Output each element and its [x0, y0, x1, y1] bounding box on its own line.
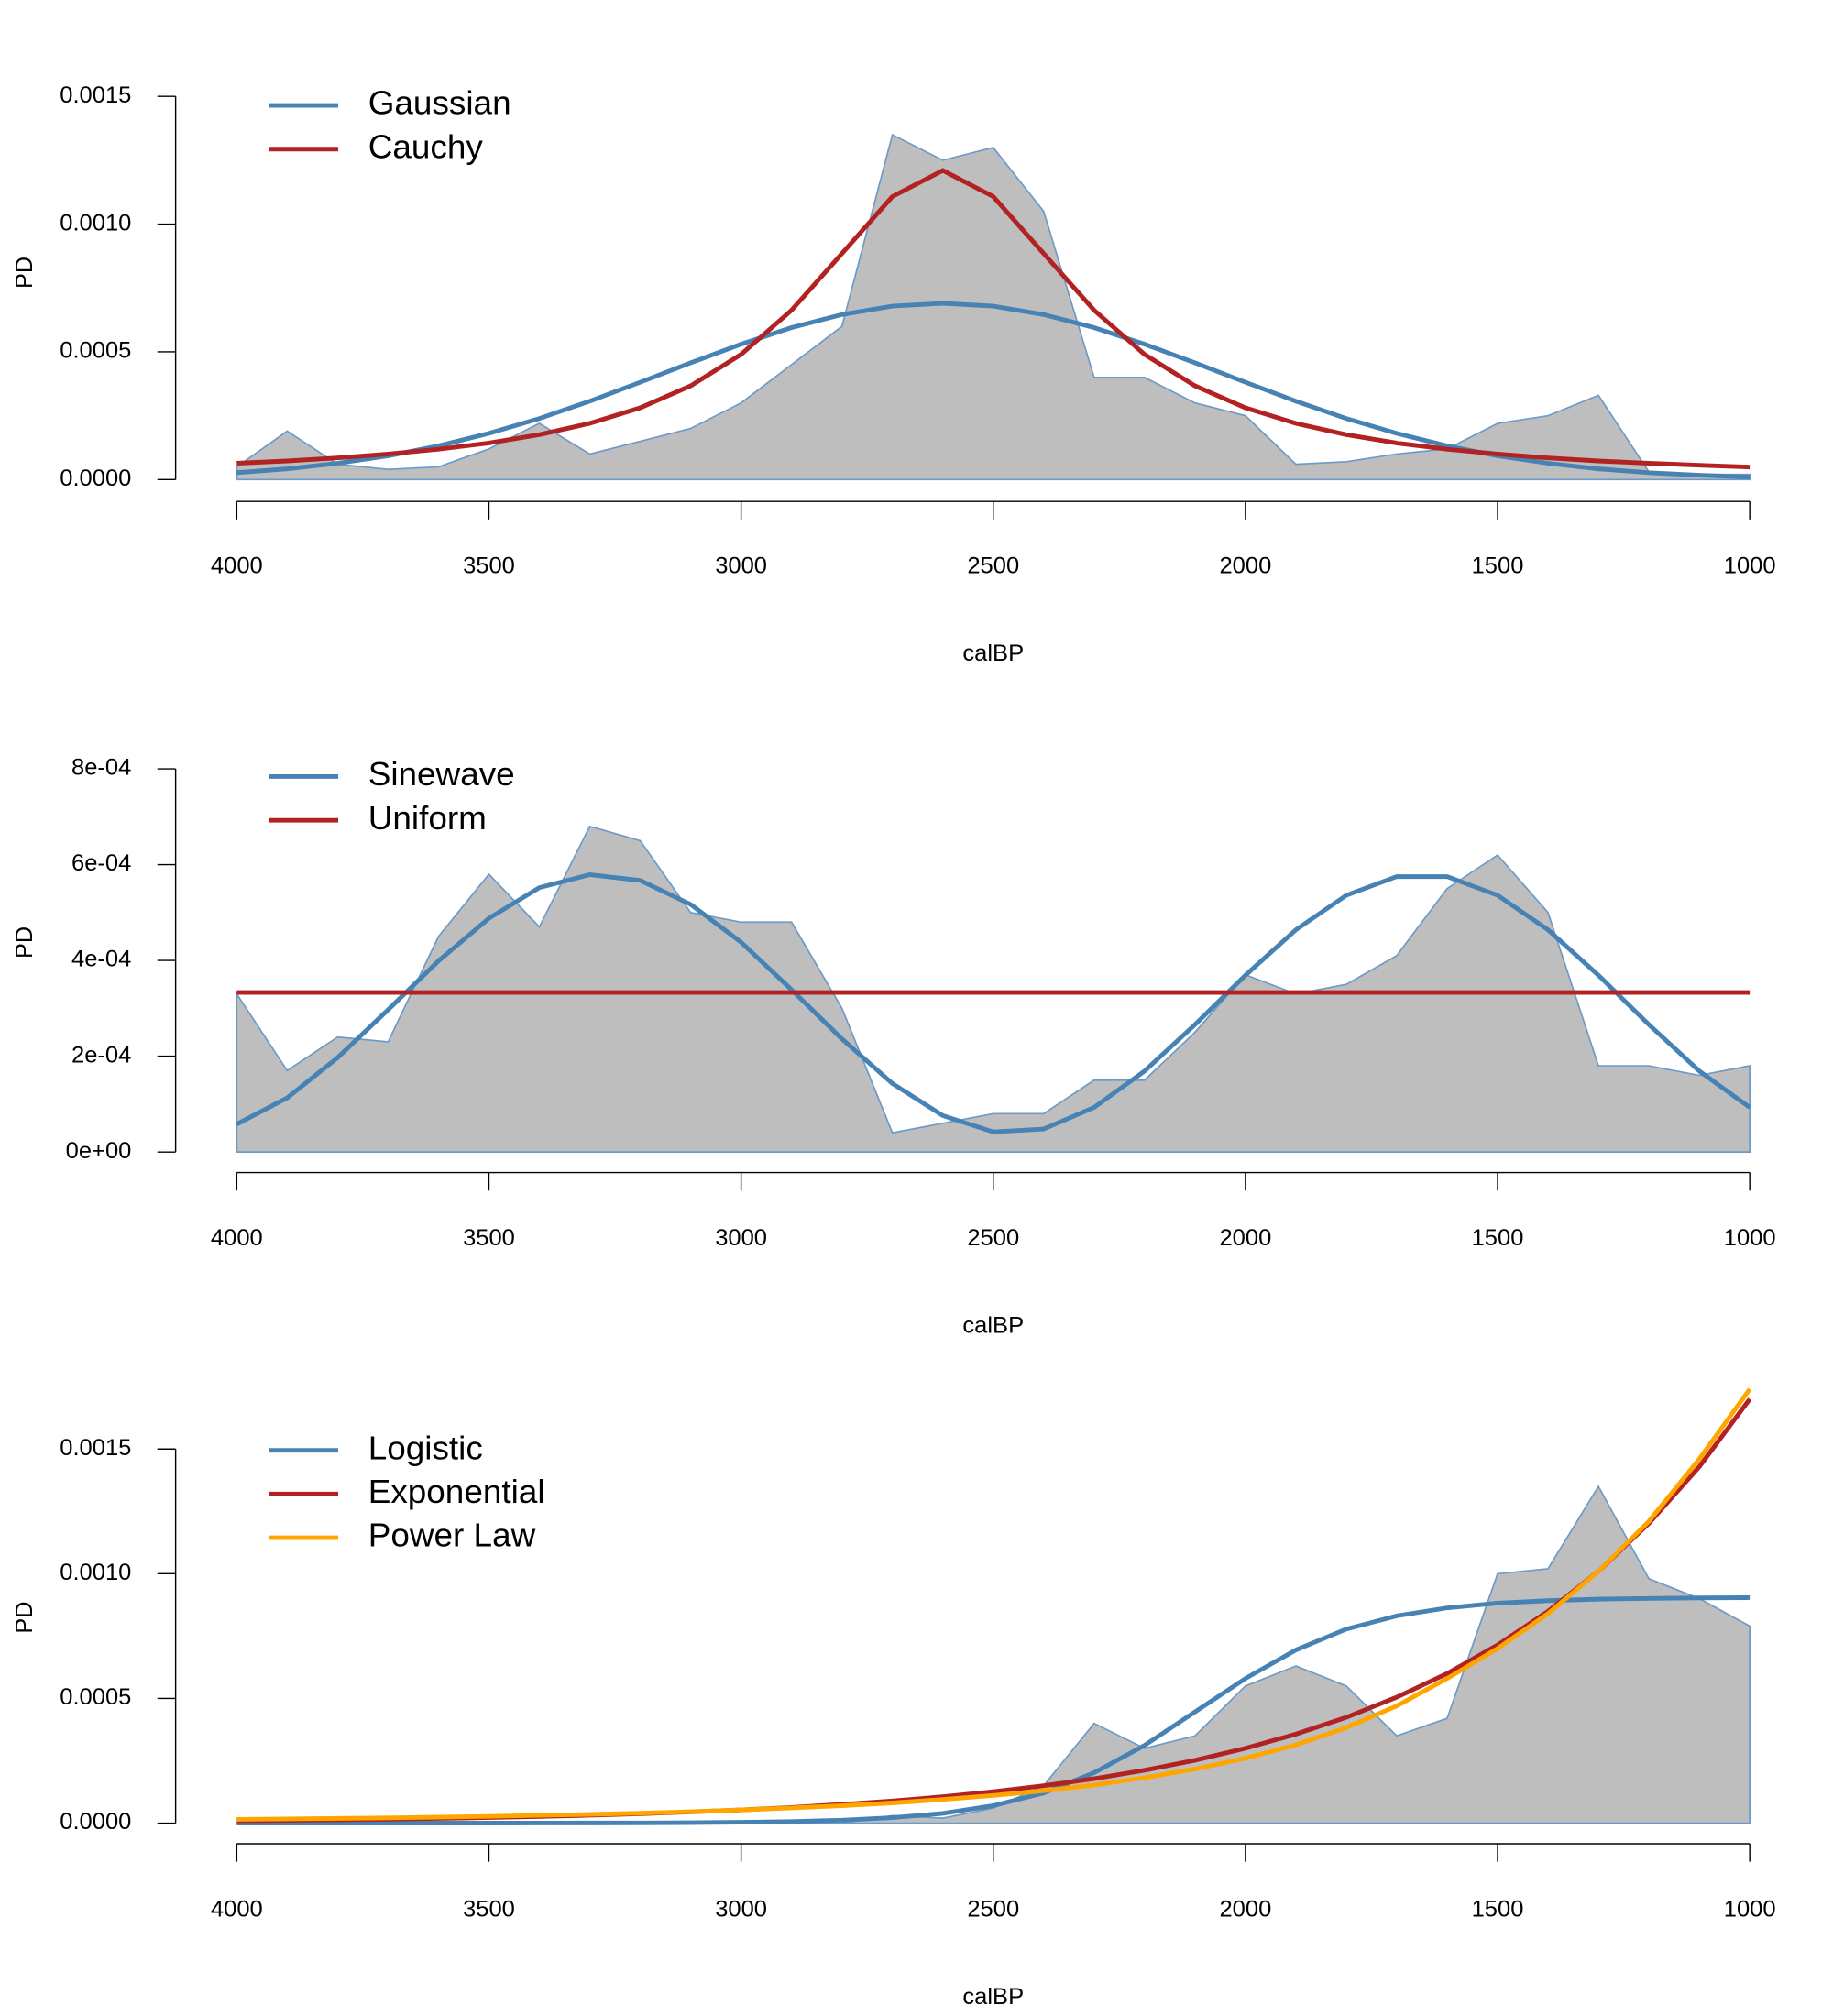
legend-label: Uniform: [368, 799, 487, 837]
model-line: [236, 1387, 1752, 1822]
x-tick-label: 3500: [463, 553, 515, 579]
y-tick-label: 8e-04: [71, 755, 131, 781]
y-tick-label: 0.0010: [60, 210, 131, 236]
x-axis-label: calBP: [962, 1313, 1024, 1339]
model-line: [236, 168, 1751, 470]
y-tick-label: 6e-04: [71, 850, 131, 876]
x-tick-label: 4000: [211, 553, 263, 579]
x-tick-label: 3000: [715, 1897, 767, 1923]
y-axis-label: PD: [12, 926, 38, 959]
x-tick-label: 4000: [211, 1897, 263, 1923]
x-tick-label: 2500: [967, 1897, 1019, 1923]
x-tick-label: 1500: [1472, 1897, 1524, 1923]
y-tick-label: 0.0010: [60, 1560, 131, 1585]
x-tick-label: 2000: [1219, 1897, 1271, 1923]
x-axis-label: calBP: [962, 1984, 1024, 2010]
x-tick-label: 2000: [1219, 1225, 1271, 1251]
y-tick-label: 0.0015: [60, 82, 131, 108]
y-tick-label: 4e-04: [71, 947, 131, 972]
x-tick-label: 4000: [211, 1225, 263, 1251]
model-line: [236, 872, 1751, 1134]
x-tick-label: 1500: [1472, 1225, 1524, 1251]
x-axis-label: calBP: [962, 641, 1024, 666]
y-tick-label: 0.0005: [60, 1684, 131, 1710]
x-tick-label: 3000: [715, 1225, 767, 1251]
x-tick-label: 1000: [1724, 1225, 1776, 1251]
y-axis-label: PD: [12, 257, 38, 289]
x-tick-label: 3000: [715, 553, 767, 579]
y-tick-label: 0e+00: [66, 1138, 132, 1164]
y-tick-label: 0.0000: [60, 466, 131, 491]
legend-label: Exponential: [368, 1473, 545, 1510]
legend-label: Logistic: [368, 1429, 483, 1466]
y-tick-label: 2e-04: [71, 1042, 131, 1068]
legend-label: Power Law: [368, 1517, 536, 1554]
y-tick-label: 0.0000: [60, 1809, 131, 1835]
x-tick-label: 2500: [967, 1225, 1019, 1251]
legend-label: Gaussian: [368, 84, 511, 122]
model-line: [236, 1595, 1751, 1825]
x-tick-label: 1500: [1472, 553, 1524, 579]
x-tick-label: 1000: [1724, 1897, 1776, 1923]
x-tick-label: 2500: [967, 553, 1019, 579]
legend-label: Sinewave: [368, 755, 515, 793]
x-tick-label: 2000: [1219, 553, 1271, 579]
y-tick-label: 0.0015: [60, 1435, 131, 1461]
x-tick-label: 3500: [463, 1225, 515, 1251]
y-tick-label: 0.0005: [60, 338, 131, 364]
spd-area: [236, 825, 1751, 1153]
x-tick-label: 1000: [1724, 553, 1776, 579]
y-axis-label: PD: [12, 1602, 38, 1634]
legend-label: Cauchy: [368, 128, 484, 166]
x-tick-label: 3500: [463, 1897, 515, 1923]
